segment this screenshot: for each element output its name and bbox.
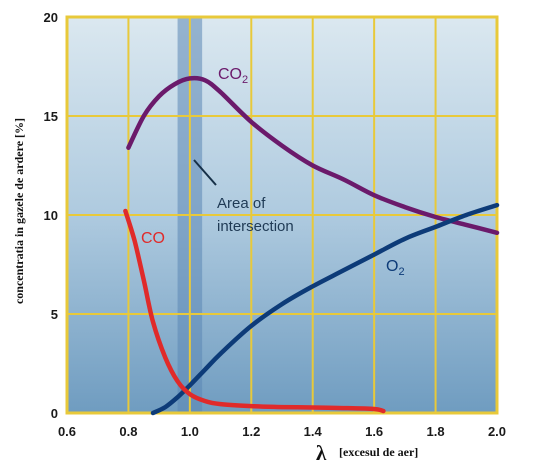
x-tick-label: 2.0 [488, 424, 506, 439]
plot-frame [65, 15, 499, 415]
annotation-pointer [193, 159, 217, 186]
annotation-label-line1: Area of [217, 195, 266, 212]
y-tick-label: 10 [44, 208, 58, 223]
annotation-label-line2: intersection [217, 218, 294, 235]
x-axis-label: [excesul de aer] [339, 445, 418, 459]
series-label-co2: CO2 [218, 66, 248, 86]
x-tick-label: 1.6 [365, 424, 383, 439]
x-tick-label: 1.8 [427, 424, 445, 439]
series-line-o2 [150, 202, 500, 416]
y-axis-label: concentratia in gazele de ardere [%] [12, 118, 26, 304]
series-line-co [123, 208, 386, 414]
x-tick-label: 0.6 [58, 424, 76, 439]
x-tick-label: 1.0 [181, 424, 199, 439]
x-tick-label: 0.8 [119, 424, 137, 439]
series-label-co: CO [141, 230, 165, 247]
y-tick-label: 15 [44, 109, 58, 124]
x-axis-symbol: λ [316, 441, 327, 465]
x-tick-label: 1.2 [242, 424, 260, 439]
y-tick-label: 0 [51, 406, 58, 421]
y-tick-label: 5 [51, 307, 58, 322]
series-line-co2 [126, 75, 500, 236]
y-tick-label: 20 [44, 10, 58, 25]
x-tick-label: 1.4 [304, 424, 323, 439]
